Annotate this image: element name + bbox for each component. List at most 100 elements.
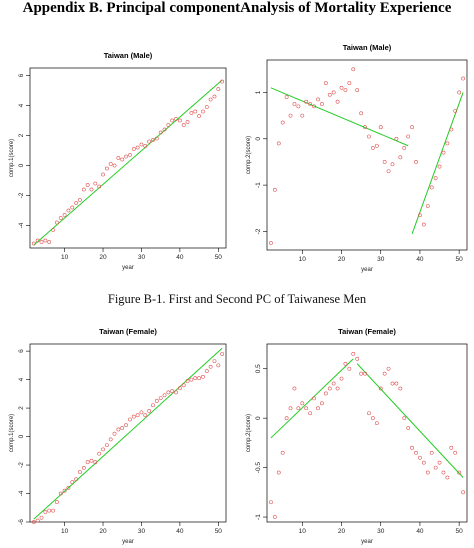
data-point <box>201 109 205 114</box>
y-axis-label: comp.1(score) <box>9 139 15 177</box>
data-point <box>323 81 328 86</box>
chart-female-pc2: Taiwan (Female) 10 20 30 40 50 -1 -0.5 0 0.5 year c… <box>246 327 468 545</box>
data-point <box>197 376 201 381</box>
data-point <box>433 176 438 181</box>
data-point <box>445 475 450 480</box>
data-point <box>47 508 52 513</box>
data-point <box>288 113 293 118</box>
data-point <box>216 87 221 91</box>
data-point <box>414 450 418 455</box>
plot-frame <box>29 343 227 523</box>
x-tick-label: 50 <box>456 528 464 535</box>
data-point <box>269 241 273 245</box>
data-point <box>31 241 36 246</box>
data-point <box>343 361 348 366</box>
data-point <box>359 111 364 116</box>
x-tick-label: 50 <box>215 528 223 535</box>
data-point <box>108 437 113 442</box>
data-point <box>154 136 159 141</box>
data-point <box>89 458 94 463</box>
data-point <box>331 381 336 386</box>
data-point <box>296 406 301 411</box>
data-point <box>304 406 309 411</box>
data-point <box>35 238 40 243</box>
data-point <box>378 386 383 391</box>
data-point <box>166 123 171 127</box>
data-point <box>461 490 465 495</box>
data-point <box>193 109 198 114</box>
data-point <box>181 383 186 388</box>
y-axis-label: comp.2(score) <box>246 136 252 174</box>
data-point <box>421 460 426 465</box>
data-point <box>320 102 324 106</box>
data-point <box>457 470 462 475</box>
data-point <box>143 144 148 148</box>
data-point <box>139 142 144 147</box>
data-point <box>124 154 128 159</box>
data-point <box>135 145 140 150</box>
data-point <box>81 187 86 192</box>
data-point <box>97 184 102 189</box>
data-point <box>51 508 55 513</box>
data-point <box>316 406 320 411</box>
data-point <box>355 356 360 361</box>
data-point <box>276 470 281 475</box>
data-point <box>269 500 273 505</box>
data-point <box>208 364 213 369</box>
x-tick-label: 20 <box>99 254 107 261</box>
data-point <box>139 410 144 415</box>
data-point <box>339 85 344 90</box>
y-tick-label: -1 <box>255 514 262 520</box>
y-tick-label: 4 <box>18 103 25 107</box>
data-point <box>378 125 383 130</box>
y-tick-label: -0.5 <box>255 462 262 474</box>
data-point <box>97 451 102 456</box>
y-tick-label: 1 <box>255 90 262 94</box>
data-point <box>78 198 82 202</box>
data-point <box>343 88 348 93</box>
data-point <box>292 102 297 106</box>
data-point <box>449 127 454 132</box>
data-point <box>363 125 367 130</box>
data-point <box>108 162 113 166</box>
data-point <box>74 201 79 205</box>
data-point <box>441 150 446 155</box>
data-point <box>312 104 316 109</box>
data-point <box>74 477 79 482</box>
data-point <box>327 92 332 97</box>
data-point <box>177 118 182 123</box>
figure-caption: Figure B-1. First and Second PC of Taiwa… <box>107 292 367 306</box>
data-point <box>58 491 63 496</box>
data-point <box>151 403 155 408</box>
data-point <box>212 94 217 99</box>
data-point <box>39 515 44 520</box>
data-point <box>331 90 336 95</box>
data-point <box>414 160 418 164</box>
data-point <box>429 450 434 455</box>
data-point <box>390 162 395 167</box>
data-point <box>177 386 182 391</box>
chart-title: Taiwan (Female) <box>338 327 396 336</box>
data-point <box>193 376 198 381</box>
fit-line <box>356 363 464 478</box>
data-point <box>272 515 277 519</box>
data-point <box>55 220 59 225</box>
data-point <box>437 460 442 465</box>
data-point <box>445 141 450 146</box>
data-point <box>158 130 163 135</box>
x-axis-label: year <box>122 265 134 271</box>
plot-frame <box>266 59 468 251</box>
data-point <box>85 460 90 465</box>
data-point <box>58 216 63 220</box>
page-heading: Appendix B. Principal componentAnalysis … <box>22 0 452 16</box>
data-point <box>35 518 40 523</box>
data-point <box>135 413 140 418</box>
data-point <box>208 97 213 102</box>
data-point <box>398 386 403 391</box>
data-point <box>147 409 152 413</box>
x-tick-label: 30 <box>377 256 385 263</box>
x-tick-label: 20 <box>338 528 346 535</box>
data-point <box>55 500 59 504</box>
x-tick-label: 40 <box>416 528 424 535</box>
y-tick-label: -4 <box>18 222 25 228</box>
